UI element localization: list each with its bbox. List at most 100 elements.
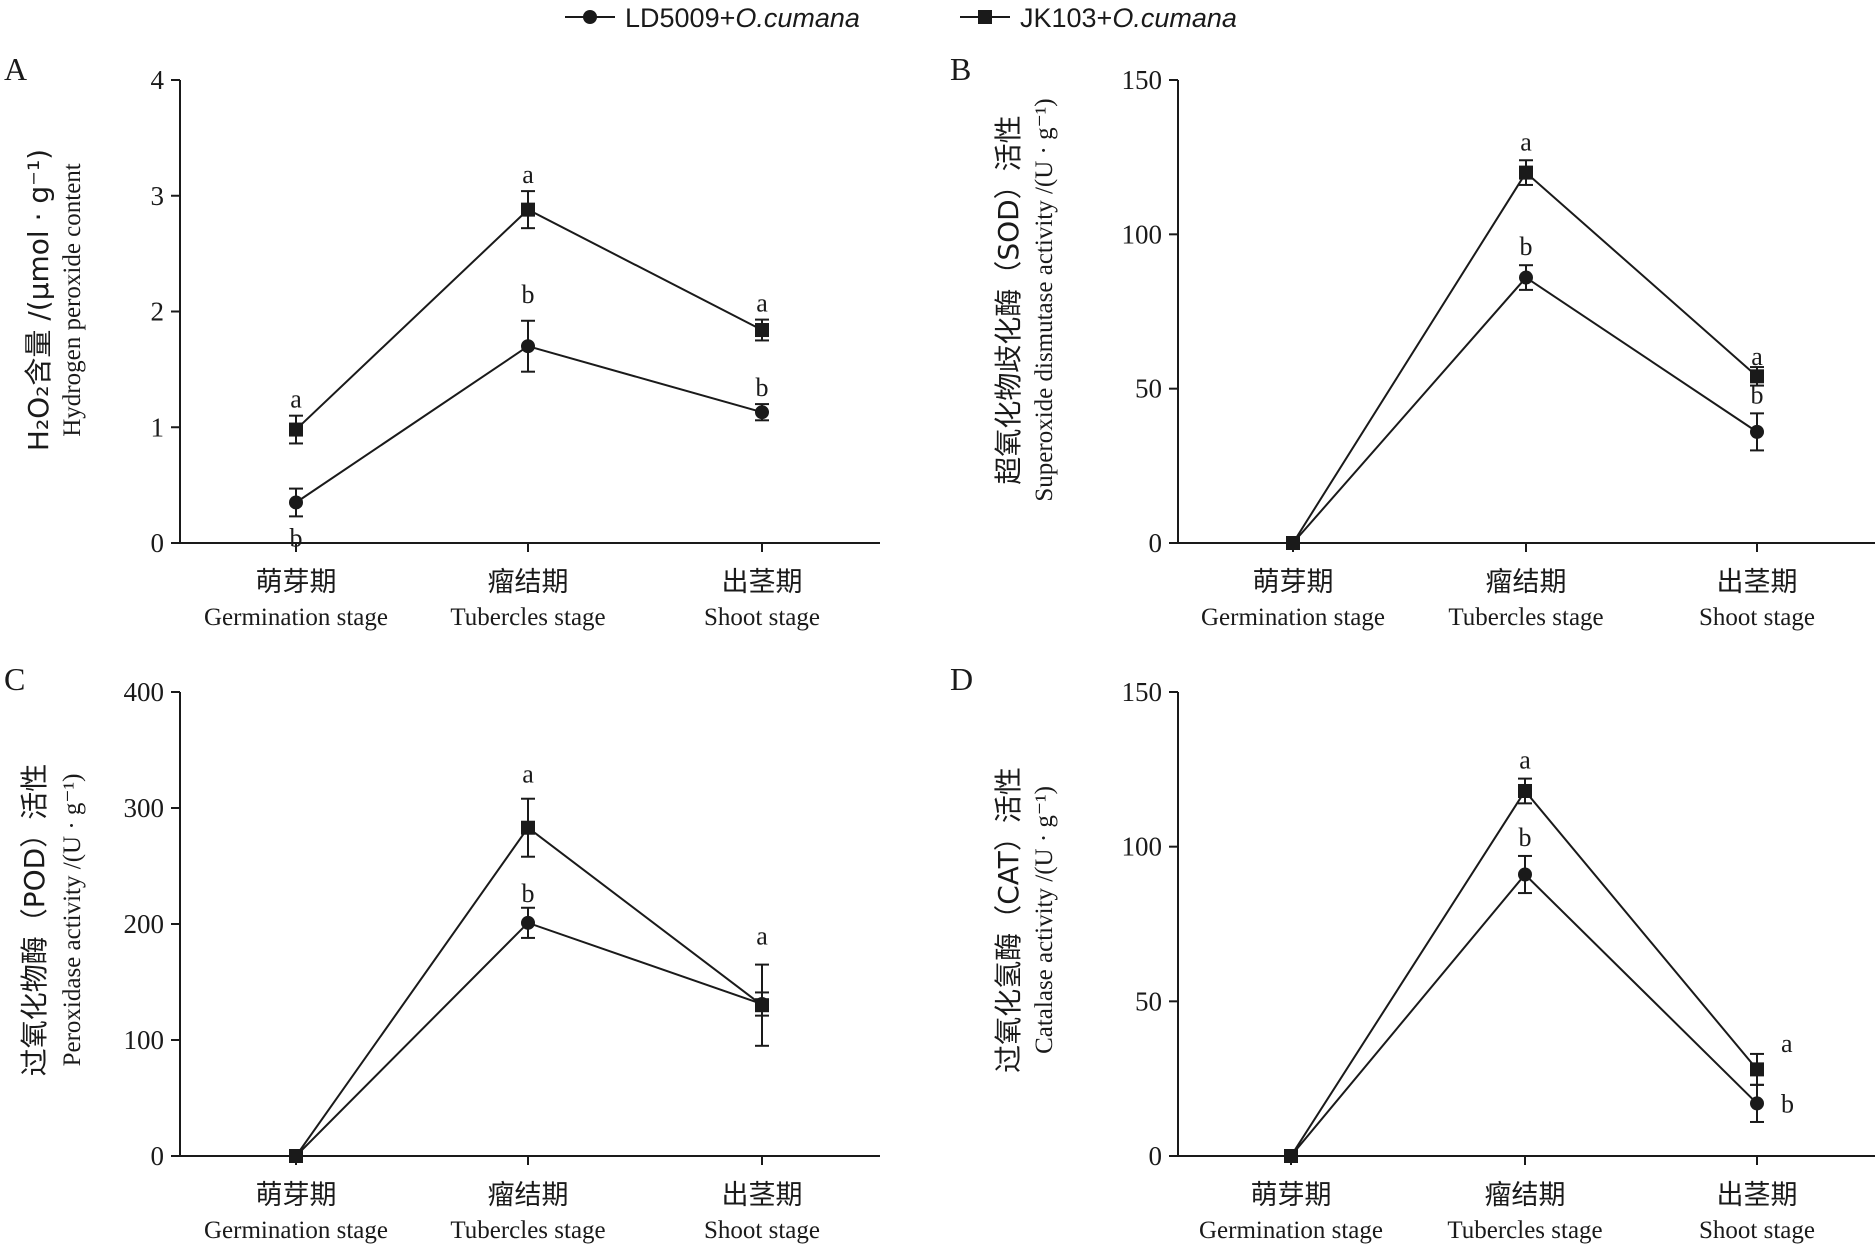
data-point-d-jk103-2 <box>1750 1062 1764 1077</box>
y-tick-label-b-2: 100 <box>1122 219 1163 249</box>
y-axis-label-en-b: Superoxide dismutase activity /(U · g⁻¹) <box>1031 98 1058 501</box>
data-point-b-jk103-1 <box>1519 165 1533 180</box>
y-tick-label-d-3: 150 <box>1122 677 1163 707</box>
data-point-a-jk103-1 <box>521 202 535 217</box>
y-axis-label-zh-b: 超氧化物歧化酶（SOD）活性 <box>992 115 1025 484</box>
series-line-c-ld5009 <box>295 921 763 1157</box>
y-axis-label-zh-d: 过氧化氢酶（CAT）活性 <box>992 767 1025 1073</box>
x-category-zh-d-0: 萌芽期 <box>1251 1180 1332 1211</box>
x-category-zh-d-2: 出茎期 <box>1717 1180 1798 1211</box>
x-category-en-d-1: Tubercles stage <box>1447 1217 1602 1244</box>
y-axis-label-zh-a: H₂O₂含量 /(μmol · g⁻¹) <box>22 149 55 451</box>
significance-letter-b-jk103-1: a <box>1520 127 1532 156</box>
y-axis-label-en-c: Peroxidase activity /(U · g⁻¹) <box>59 774 86 1067</box>
x-category-zh-b-1: 瘤结期 <box>1486 567 1567 598</box>
data-point-b-ld5009-1 <box>1519 270 1533 285</box>
x-category-en-b-2: Shoot stage <box>1699 604 1815 631</box>
series-line-d-ld5009 <box>1290 873 1758 1157</box>
significance-letter-a-jk103-1: a <box>522 160 534 189</box>
x-category-en-c-0: Germination stage <box>204 1217 388 1244</box>
legend-label-jk103: JK103+O.cumana <box>1020 3 1237 33</box>
y-tick-label-a-4: 4 <box>151 65 165 95</box>
x-category-en-a-2: Shoot stage <box>704 604 820 631</box>
legend-label-ld5009: LD5009+O.cumana <box>625 3 860 33</box>
data-point-b-ld5009-2 <box>1750 424 1764 439</box>
x-category-en-c-1: Tubercles stage <box>450 1217 605 1244</box>
significance-letter-a-jk103-2: a <box>756 289 768 318</box>
legend-item-jk103: JK103+O.cumana <box>960 3 1237 33</box>
x-category-zh-a-0: 萌芽期 <box>256 567 337 598</box>
significance-letter-a-jk103-0: a <box>290 385 302 414</box>
y-tick-label-c-1: 100 <box>124 1025 165 1055</box>
y-tick-label-a-3: 3 <box>151 181 165 211</box>
data-point-a-ld5009-1 <box>521 339 535 354</box>
significance-letter-a-ld5009-0: b <box>290 523 303 552</box>
significance-letter-c-jk103-1: a <box>522 760 534 789</box>
legend-item-ld5009: LD5009+O.cumana <box>565 3 860 33</box>
data-point-a-jk103-2 <box>755 323 769 338</box>
series-line-b-jk103 <box>1292 171 1758 544</box>
x-category-en-b-0: Germination stage <box>1201 604 1385 631</box>
x-category-zh-b-2: 出茎期 <box>1717 567 1798 598</box>
significance-letter-b-ld5009-2: b <box>1751 380 1764 409</box>
data-point-c-jk103-0 <box>289 1149 303 1163</box>
x-category-zh-d-1: 瘤结期 <box>1485 1180 1566 1211</box>
panel-letter-a: A <box>4 51 27 87</box>
panel-letter-d: D <box>950 661 973 697</box>
y-tick-label-b-1: 50 <box>1135 374 1162 404</box>
data-point-c-jk103-2 <box>755 998 769 1013</box>
series-line-c-jk103 <box>295 826 763 1157</box>
panel-b: B 超氧化物歧化酶（SOD）活性 Superoxide dismutase ac… <box>950 51 1875 631</box>
significance-letter-d-jk103-2: a <box>1781 1029 1793 1058</box>
data-point-a-ld5009-2 <box>755 405 769 420</box>
data-point-c-ld5009-1 <box>521 915 535 930</box>
y-tick-label-a-0: 0 <box>151 528 165 558</box>
x-category-zh-c-2: 出茎期 <box>722 1180 803 1211</box>
x-category-en-a-1: Tubercles stage <box>450 604 605 631</box>
y-tick-label-a-2: 2 <box>151 297 165 327</box>
panel-letter-c: C <box>4 661 25 697</box>
data-point-d-ld5009-1 <box>1518 867 1532 882</box>
x-category-en-d-0: Germination stage <box>1199 1217 1383 1244</box>
x-category-zh-c-1: 瘤结期 <box>488 1180 569 1211</box>
y-tick-label-c-0: 0 <box>151 1141 165 1171</box>
significance-letter-a-ld5009-2: b <box>756 373 769 402</box>
data-point-d-jk103-1 <box>1518 783 1532 798</box>
y-tick-label-d-0: 0 <box>1149 1141 1163 1171</box>
x-category-zh-a-2: 出茎期 <box>722 567 803 598</box>
legend-circle-marker <box>583 10 597 24</box>
y-axis-label-zh-c: 过氧化物酶（POD）活性 <box>18 764 51 1077</box>
y-tick-label-c-4: 400 <box>124 677 165 707</box>
y-tick-label-d-1: 50 <box>1135 986 1162 1016</box>
significance-letter-d-ld5009-1: b <box>1519 823 1532 852</box>
significance-letter-d-jk103-1: a <box>1519 746 1531 775</box>
significance-letter-b-jk103-2: a <box>1751 342 1763 371</box>
significance-letter-a-ld5009-1: b <box>522 280 535 309</box>
y-tick-label-c-2: 200 <box>124 909 165 939</box>
panel-letter-b: B <box>950 51 971 87</box>
x-category-zh-c-0: 萌芽期 <box>256 1180 337 1211</box>
y-tick-label-b-3: 150 <box>1122 65 1163 95</box>
y-tick-label-b-0: 0 <box>1149 528 1163 558</box>
significance-letter-c-ld5009-1: b <box>522 879 535 908</box>
x-category-en-a-0: Germination stage <box>204 604 388 631</box>
data-point-d-ld5009-2 <box>1750 1096 1764 1111</box>
data-point-c-jk103-1 <box>521 820 535 835</box>
y-tick-label-c-3: 300 <box>124 793 165 823</box>
x-category-en-b-1: Tubercles stage <box>1448 604 1603 631</box>
legend: LD5009+O.cumana JK103+O.cumana <box>565 3 1237 33</box>
significance-letter-c-jk103-2: a <box>756 922 768 951</box>
y-tick-label-a-1: 1 <box>151 412 165 442</box>
panel-d: D 过氧化氢酶（CAT）活性 Catalase activity /(U · g… <box>950 661 1875 1244</box>
y-axis-label-en-a: Hydrogen peroxide content <box>59 163 86 437</box>
y-tick-label-d-2: 100 <box>1122 832 1163 862</box>
x-category-en-c-2: Shoot stage <box>704 1217 820 1244</box>
y-axis-label-en-d: Catalase activity /(U · g⁻¹) <box>1031 786 1058 1054</box>
x-category-zh-a-1: 瘤结期 <box>488 567 569 598</box>
significance-letter-d-ld5009-2: b <box>1781 1089 1794 1118</box>
x-category-zh-b-0: 萌芽期 <box>1253 567 1334 598</box>
series-line-b-ld5009 <box>1292 276 1758 544</box>
data-point-b-jk103-2 <box>1750 369 1764 384</box>
panel-a: A H₂O₂含量 /(μmol · g⁻¹) Hydrogen peroxide… <box>4 51 880 631</box>
